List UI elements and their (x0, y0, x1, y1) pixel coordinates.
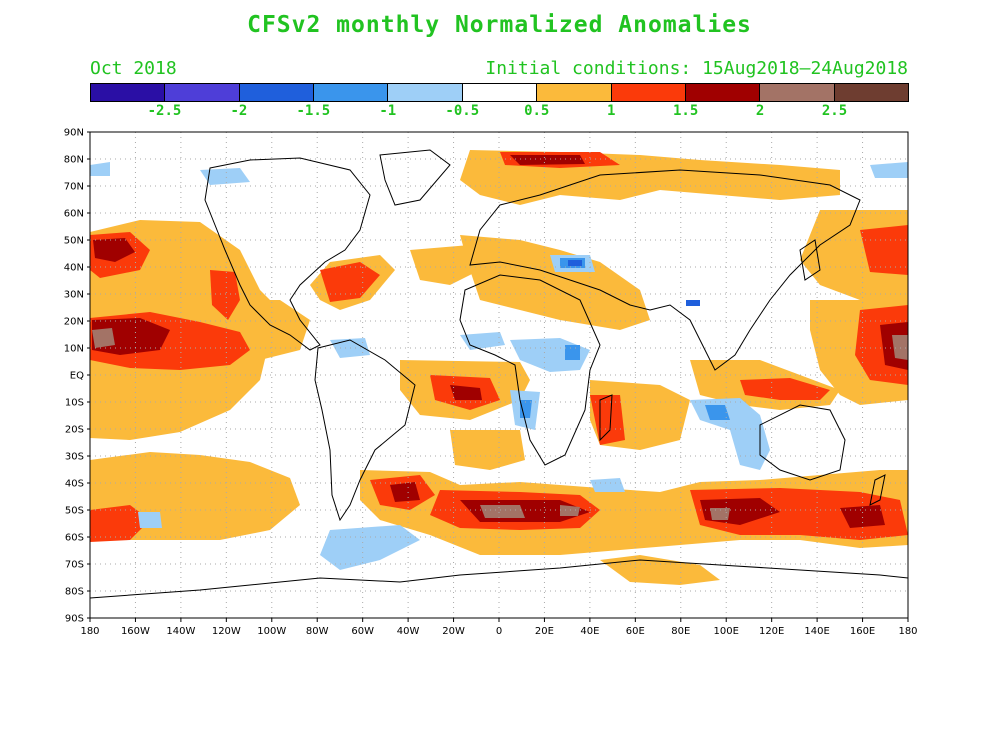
lat-tick-label: 80S (65, 587, 84, 598)
colorbar-swatch (165, 84, 240, 101)
lon-tick-label: 160W (121, 626, 150, 637)
lon-tick-label: 40W (397, 626, 420, 637)
lat-tick-label: EQ (70, 371, 84, 382)
colorbar-swatch (834, 84, 908, 101)
lat-tick-label: 10N (64, 344, 84, 355)
colorbar-swatch (611, 84, 686, 101)
colorbar-label: 2 (755, 103, 765, 119)
colorbar-label: 1.5 (672, 103, 699, 119)
lon-tick-label: 100W (257, 626, 286, 637)
colorbar-swatch (91, 84, 166, 101)
grid-lines (90, 132, 908, 618)
lat-tick-label: 90S (65, 614, 84, 625)
lat-tick-label: 60S (65, 533, 84, 544)
lon-tick-label: 0 (496, 626, 502, 637)
latitude-axis: 90N 80N 70N 60N 50N 40N 30N 20N 10N EQ 10S 20S 30S 40… (64, 128, 90, 625)
colorbar-label: -0.5 (445, 103, 480, 119)
colorbar-label: 0.5 (524, 103, 550, 119)
colorbar-label: 1 (606, 103, 616, 119)
colorbar-label: -1.5 (296, 103, 331, 119)
colorbar-swatch (388, 84, 463, 101)
colorbar-swatch (760, 84, 835, 101)
coast-japan (799, 239, 821, 281)
coast-south-america (314, 339, 416, 522)
anomaly-fields (90, 150, 908, 585)
colorbar-swatch (462, 84, 538, 101)
lon-tick-label: 140W (166, 626, 195, 637)
lat-tick-label: 20N (64, 317, 84, 328)
lat-tick-label: 70S (65, 560, 84, 571)
lat-tick-label: 40N (64, 263, 84, 274)
coast-north-america (204, 157, 371, 351)
anomaly-neg1p5-neg2 (568, 260, 700, 306)
initial-conditions: Initial conditions: 15Aug2018–24Aug2018 (485, 58, 908, 79)
colorbar-label: -2 (230, 103, 248, 119)
lon-tick-label: 180 (898, 626, 917, 637)
lat-tick-label: 50N (64, 236, 84, 247)
lat-tick-label: 30S (65, 452, 84, 463)
colorbar-label: -2.5 (147, 103, 182, 119)
lon-tick-label: 60W (351, 626, 374, 637)
lat-tick-label: 20S (65, 425, 84, 436)
colorbar-swatch (239, 84, 315, 101)
coast-eurasia (469, 169, 861, 371)
colorbar-label: -1 (379, 103, 397, 119)
coast-antarctica (90, 559, 908, 599)
colorbar-swatch (314, 84, 389, 101)
lon-tick-label: 80W (306, 626, 329, 637)
forecast-month: Oct 2018 (90, 58, 177, 79)
lat-tick-label: 70N (64, 182, 84, 193)
lon-tick-label: 20E (535, 626, 554, 637)
lat-tick-label: 80N (64, 155, 84, 166)
longitude-axis: 180 160W 140W 120W 100W 80W 60W 40W 20W 0 20E 40E 60… (80, 618, 918, 637)
lat-tick-label: 40S (65, 479, 84, 490)
coast-australia (759, 404, 846, 481)
colorbar-label: 2.5 (821, 103, 848, 119)
coast-africa (459, 274, 601, 466)
lat-tick-label: 50S (65, 506, 84, 517)
lon-tick-label: 60E (626, 626, 645, 637)
lon-tick-label: 80E (671, 626, 690, 637)
colorbar (90, 83, 909, 102)
lat-tick-label: 30N (64, 290, 84, 301)
coast-madagascar (599, 394, 613, 442)
lon-tick-label: 20W (442, 626, 465, 637)
lon-tick-label: 160E (850, 626, 875, 637)
lat-tick-label: 60N (64, 209, 84, 220)
colorbar-swatch (685, 84, 761, 101)
lon-tick-label: 180 (80, 626, 99, 637)
coast-new-zealand (869, 474, 886, 506)
lon-tick-label: 100E (714, 626, 739, 637)
lon-tick-label: 120W (212, 626, 241, 637)
lon-tick-label: 120E (759, 626, 784, 637)
coastlines (90, 149, 908, 599)
colorbar-swatch (537, 84, 612, 101)
chart-title: CFSv2 monthly Normalized Anomalies (247, 12, 752, 38)
lon-tick-label: 40E (580, 626, 599, 637)
lat-tick-label: 90N (64, 128, 84, 139)
lat-tick-label: 10S (65, 398, 84, 409)
lon-tick-label: 140E (804, 626, 829, 637)
coast-greenland (379, 149, 451, 206)
